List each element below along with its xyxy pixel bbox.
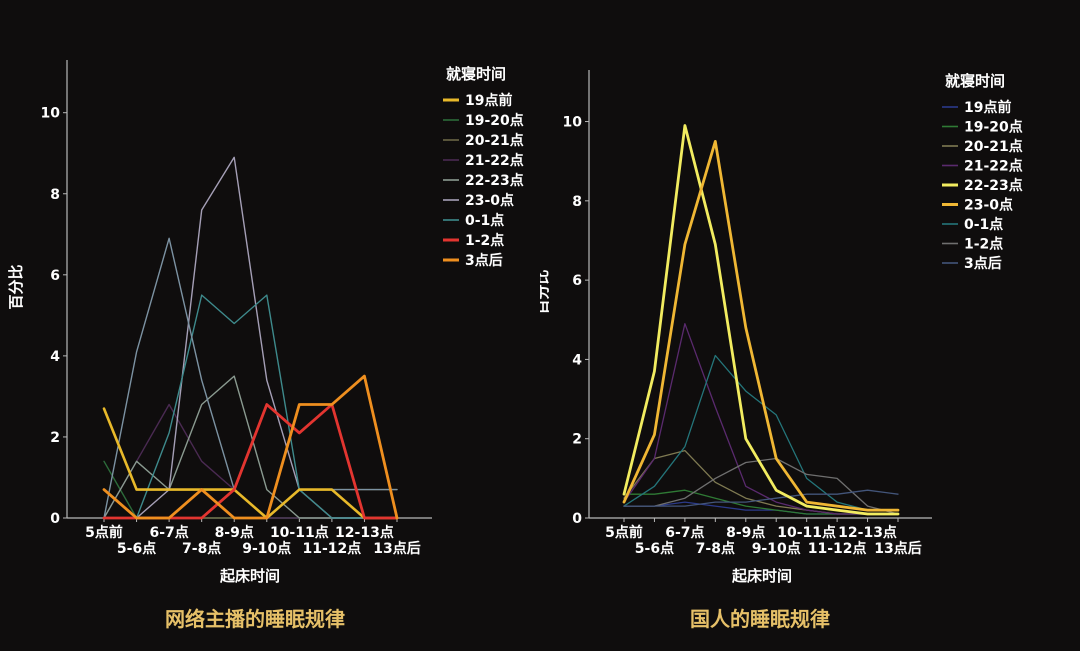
x-tick-label: 5点前 <box>85 524 123 541</box>
x-tick-label: 11-12点 <box>808 540 867 557</box>
series-line <box>622 124 900 516</box>
caption-right: 国人的睡眠规律 <box>690 607 830 631</box>
series-line <box>103 403 398 519</box>
y-tick-label: 10 <box>563 115 583 131</box>
x-tick-label: 12-13点 <box>335 524 394 541</box>
series-line <box>102 374 399 520</box>
legend-title: 就寝时间 <box>446 65 506 83</box>
legend-label: 21-22点 <box>964 158 1023 175</box>
legend-label: 19-20点 <box>465 112 524 129</box>
y-tick-label: 6 <box>50 268 60 284</box>
legend-label: 3点后 <box>964 255 1002 272</box>
y-tick-label: 4 <box>50 349 60 365</box>
y-tick-label: 6 <box>572 273 582 289</box>
x-tick-label: 13点后 <box>373 540 420 557</box>
series-line <box>103 156 398 519</box>
legend-label: 0-1点 <box>465 212 504 229</box>
series-line <box>623 323 899 515</box>
legend-label: 21-22点 <box>465 152 524 169</box>
y-tick-label: 8 <box>572 194 582 210</box>
y-tick-label: 8 <box>50 187 60 203</box>
x-tick-label: 12-13点 <box>838 524 897 541</box>
x-tick-label: 8-9点 <box>726 524 765 541</box>
legend-label: 19-20点 <box>964 119 1023 136</box>
x-tick-label: 7-8点 <box>182 540 221 557</box>
caption-left: 网络主播的睡眠规律 <box>165 607 345 631</box>
series-line <box>622 139 900 512</box>
x-tick-label: 13点后 <box>874 540 921 557</box>
legend-label: 1-2点 <box>964 236 1003 253</box>
series-line <box>623 489 899 507</box>
legend-label: 23-0点 <box>964 197 1013 214</box>
legend-label: 0-1点 <box>964 216 1003 233</box>
legend-label: 20-21点 <box>964 138 1023 155</box>
legend-label: 22-23点 <box>465 172 524 189</box>
x-tick-label: 11-12点 <box>302 540 361 557</box>
series-line <box>103 294 398 519</box>
legend-title: 就寝时间 <box>945 72 1005 90</box>
x-axis-label: 起床时间 <box>731 567 792 585</box>
x-tick-label: 5-6点 <box>117 540 156 557</box>
x-axis-label: 起床时间 <box>219 567 280 585</box>
legend-label: 23-0点 <box>465 192 514 209</box>
y-tick-label: 10 <box>41 106 61 122</box>
series-line <box>623 354 899 511</box>
x-tick-label: 6-7点 <box>149 524 188 541</box>
series-line <box>102 407 399 520</box>
x-tick-label: 10-11点 <box>270 524 329 541</box>
chart-right: 0 2 4 6 8 10 5点前5-6点6-7点7-8点8-9点9-10点10-11点11-… <box>540 70 1023 585</box>
legend-label: 3点后 <box>465 252 503 269</box>
legend-label: 20-21点 <box>465 132 524 149</box>
legend-label: 19点前 <box>465 92 512 109</box>
y-tick-label: 2 <box>572 432 582 448</box>
y-axis-label: 百分比 <box>7 264 25 309</box>
x-tick-label: 6-7点 <box>665 524 704 541</box>
x-tick-label: 10-11点 <box>777 524 836 541</box>
series-line <box>102 403 399 520</box>
legend-label: 22-23点 <box>964 177 1023 194</box>
legend-label: 19点前 <box>964 99 1011 116</box>
y-axis-label: 百分比 <box>540 269 551 314</box>
chart-left: 0 2 4 6 8 10 5点前5-6点6-7点7-8点8-9点9-10点10-11点11-… <box>7 60 524 585</box>
legend-label: 1-2点 <box>465 232 504 249</box>
y-tick-label: 2 <box>50 430 60 446</box>
y-tick-label: 4 <box>572 352 582 368</box>
x-tick-label: 9-10点 <box>752 540 801 557</box>
x-tick-label: 8-9点 <box>215 524 254 541</box>
x-tick-label: 9-10点 <box>242 540 291 557</box>
x-tick-label: 7-8点 <box>696 540 735 557</box>
y-tick-label: 0 <box>572 511 582 527</box>
x-tick-label: 5点前 <box>605 524 643 541</box>
x-tick-label: 5-6点 <box>635 540 674 557</box>
y-tick-label: 0 <box>50 511 60 527</box>
